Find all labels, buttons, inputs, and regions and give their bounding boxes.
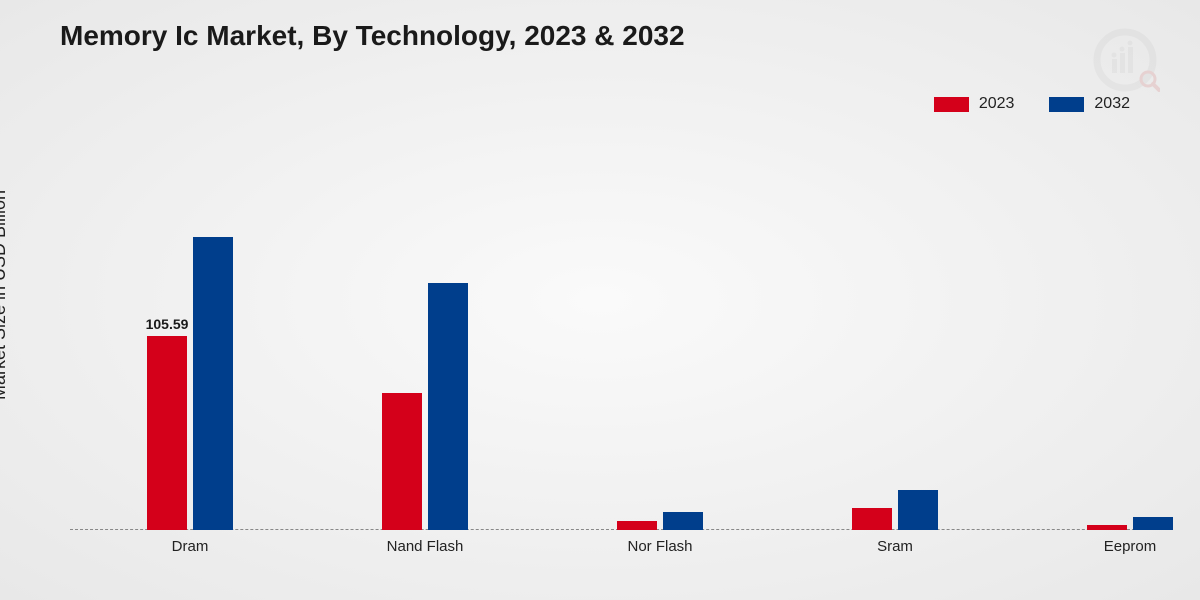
- bar: [663, 512, 703, 530]
- bar: [428, 283, 468, 531]
- legend-swatch-2032: [1049, 97, 1084, 112]
- bar-value-label: 105.59: [146, 316, 189, 332]
- category-group: [1087, 517, 1173, 530]
- bar: [1133, 517, 1173, 530]
- chart-plot-area: 105.59 Dram Nand Flash Nor Flash Sram Eeprom: [70, 190, 1170, 560]
- bar: [852, 508, 892, 530]
- category-label: Eeprom: [1104, 538, 1157, 555]
- y-axis-label: Market Size in USD Billion: [0, 190, 10, 400]
- category-group: [852, 490, 938, 530]
- category-group: [382, 283, 468, 531]
- category-group: [617, 512, 703, 530]
- category-group: 105.59: [147, 237, 233, 530]
- bar: 105.59: [147, 336, 187, 530]
- legend-swatch-2023: [934, 97, 969, 112]
- category-label: Sram: [877, 538, 913, 555]
- bar: [898, 490, 938, 530]
- legend: 2023 2032: [934, 95, 1130, 113]
- legend-label-2023: 2023: [979, 95, 1015, 113]
- chart-title: Memory Ic Market, By Technology, 2023 & …: [60, 20, 685, 52]
- bar: [1087, 525, 1127, 531]
- legend-item-2032: 2032: [1049, 95, 1130, 113]
- watermark-logo: [1090, 25, 1160, 100]
- bar: [617, 521, 657, 530]
- category-label: Nand Flash: [387, 538, 464, 555]
- bar: [193, 237, 233, 530]
- bar: [382, 393, 422, 531]
- legend-label-2032: 2032: [1094, 95, 1130, 113]
- category-label: Nor Flash: [627, 538, 692, 555]
- legend-item-2023: 2023: [934, 95, 1015, 113]
- category-label: Dram: [172, 538, 209, 555]
